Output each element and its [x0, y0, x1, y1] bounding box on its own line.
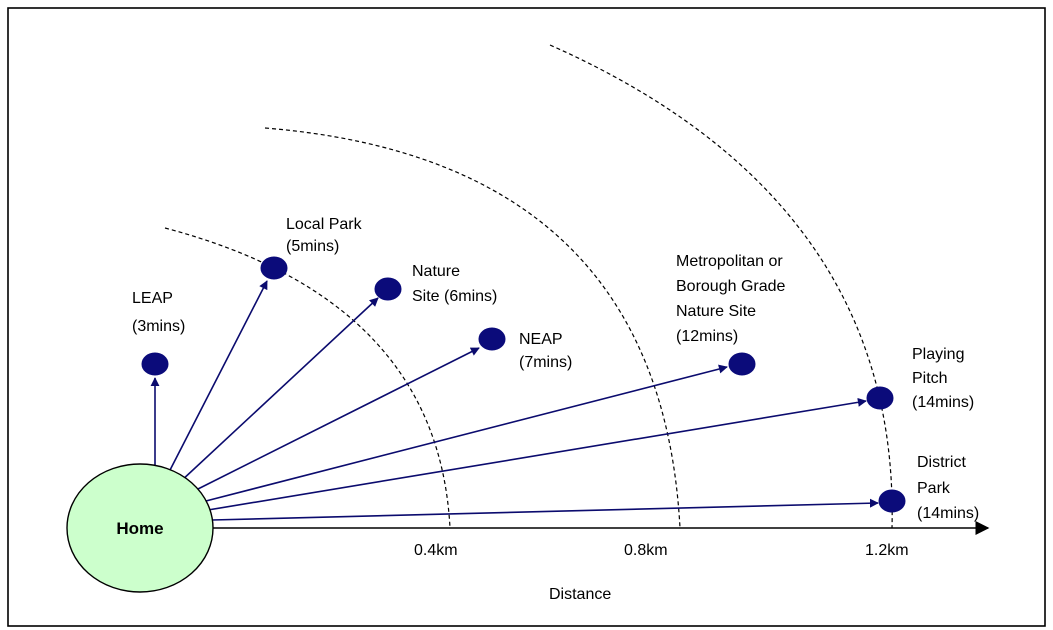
home-node: [66, 463, 214, 593]
neap-marker: [478, 327, 506, 351]
distance-arc-0.4km: [164, 227, 451, 529]
district-park-marker: [878, 489, 906, 513]
arrow-nature-site: [179, 297, 379, 483]
local-park-marker: [260, 256, 288, 280]
neap-label: NEAP (7mins): [519, 331, 572, 371]
metropolitan-nature-site-label: Metropolitan or Borough Grade Nature Sit…: [676, 253, 790, 345]
nature-site-label: Nature Site (6mins): [412, 263, 497, 305]
leap-marker: [141, 352, 169, 376]
leap-label: LEAP (3mins): [132, 290, 185, 335]
distance-arc-1.2km: [549, 44, 893, 529]
arrow-neap: [191, 347, 480, 493]
metropolitan-nature-site-marker: [728, 352, 756, 376]
arrow-playing-pitch: [207, 397, 867, 511]
playing-pitch-marker: [866, 386, 894, 410]
arrows-group: [150, 280, 879, 521]
tick-label-1.2km: 1.2km: [865, 542, 909, 559]
nature-site-marker: [374, 277, 402, 301]
district-park-label: District Park (14mins): [917, 454, 979, 522]
playing-pitch-label: Playing Pitch (14mins): [912, 346, 974, 411]
arrow-district-park: [211, 498, 879, 521]
tick-label-0.4km: 0.4km: [414, 542, 458, 559]
local-park-label: Local Park (5mins): [286, 216, 366, 255]
distance-arc-0.8km: [264, 127, 681, 529]
axis-title: Distance: [549, 586, 611, 603]
tick-label-0.8km: 0.8km: [624, 542, 668, 559]
arrow-local-park: [167, 280, 268, 475]
home-label: Home: [116, 519, 163, 538]
arrow-metropolitan-nature-site: [201, 364, 728, 503]
